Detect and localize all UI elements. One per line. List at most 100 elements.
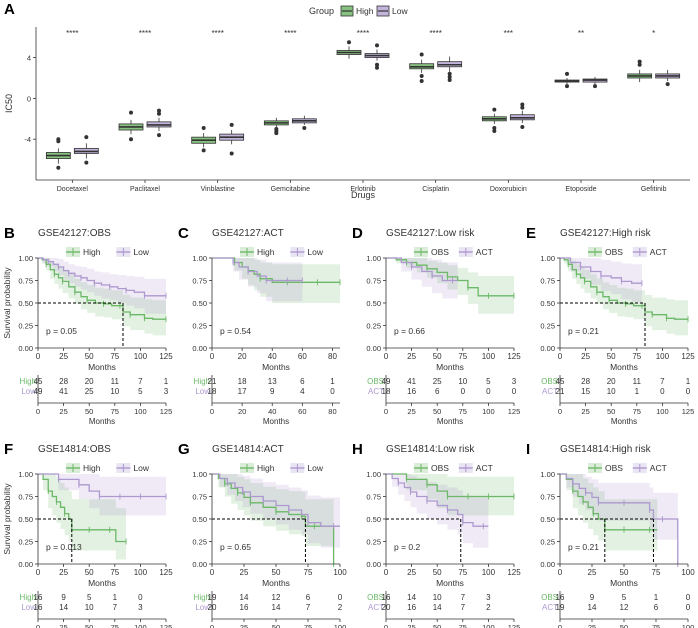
km-x-tick-label: 0 [36, 568, 41, 577]
risk-count: 28 [59, 377, 68, 386]
km-x-axis-title: Months [262, 362, 290, 372]
risk-count: 0 [138, 593, 143, 602]
km-x-tick-label: 25 [59, 352, 68, 361]
km-y-tick-label: 0.25 [366, 538, 381, 547]
risk-x-tick-label: 100 [482, 623, 495, 628]
risk-x-tick-label: 0 [210, 623, 214, 628]
risk-count: 17 [238, 387, 247, 396]
significance-marker: * [652, 29, 655, 38]
p-value: p = 0.21 [568, 542, 599, 552]
p-value: p = 0.2 [394, 542, 421, 552]
km-x-tick-label: 25 [407, 568, 416, 577]
box-outlier [665, 82, 670, 87]
km-x-tick-label: 100 [134, 352, 148, 361]
risk-count: 5 [622, 593, 627, 602]
km-x-axis-title: Months [88, 578, 116, 588]
box-outlier [419, 79, 424, 84]
km-y-tick-label: 0.25 [192, 538, 207, 547]
risk-count: 18 [238, 377, 247, 386]
legend-label: ACT [650, 247, 667, 257]
risk-count: 0 [338, 593, 343, 602]
risk-count: 18 [208, 387, 217, 396]
km-x-tick-label: 50 [85, 352, 94, 361]
risk-count: 16 [34, 593, 43, 602]
risk-row-label: Low [195, 603, 210, 612]
risk-x-tick-label: 0 [384, 407, 388, 416]
risk-count: 11 [633, 377, 642, 386]
km-y-tick-label: 0.50 [192, 299, 207, 308]
legend-label-low: Low [392, 6, 408, 16]
km-y-tick-label: 1.00 [192, 254, 207, 263]
risk-count: 16 [382, 593, 391, 602]
risk-x-tick-label: 75 [459, 623, 467, 628]
ci-band-high [38, 474, 127, 560]
risk-count: 25 [433, 377, 442, 386]
km-x-tick-label: 100 [482, 568, 496, 577]
risk-count: 18 [382, 387, 391, 396]
p-value: p = 0.54 [220, 326, 251, 336]
km-x-tick-label: 60 [298, 352, 307, 361]
km-x-tick-label: 125 [159, 352, 173, 361]
km-x-tick-label: 100 [681, 568, 695, 577]
risk-count: 5 [87, 593, 92, 602]
significance-marker: **** [284, 29, 296, 38]
ci-band-low [38, 258, 166, 314]
risk-x-tick-label: 100 [134, 407, 147, 416]
risk-x-tick-label: 0 [36, 407, 40, 416]
km-y-tick-label: 0.00 [540, 560, 555, 569]
km-x-tick-label: 100 [482, 352, 496, 361]
risk-x-tick-label: 125 [508, 623, 521, 628]
ci-band-obs [560, 258, 688, 336]
risk-row-label: ACT [368, 603, 384, 612]
km-x-tick-label: 50 [620, 568, 629, 577]
km-y-tick-label: 0.50 [18, 299, 33, 308]
a-y-tick-label: -4 [24, 135, 31, 144]
km-title: GSE42127:High risk [560, 228, 652, 239]
risk-count: 12 [272, 593, 281, 602]
risk-x-tick-label: 75 [652, 623, 660, 628]
km-x-tick-label: 50 [85, 568, 94, 577]
km-x-tick-label: 75 [110, 568, 119, 577]
risk-x-tick-label: 25 [407, 407, 415, 416]
risk-x-tick-label: 75 [633, 407, 641, 416]
km-x-tick-label: 100 [656, 352, 670, 361]
box-outlier [637, 62, 642, 67]
km-x-tick-label: 100 [134, 568, 148, 577]
km-y-tick-label: 0.25 [540, 322, 555, 331]
box-outlier [56, 139, 61, 144]
km-y-tick-label: 0.25 [18, 322, 33, 331]
km-x-tick-label: 80 [328, 352, 337, 361]
km-x-tick-label: 0 [36, 352, 41, 361]
risk-x-tick-label: 100 [656, 407, 669, 416]
risk-count: 3 [512, 377, 517, 386]
significance-marker: **** [429, 29, 441, 38]
panel-label-i: I [526, 441, 530, 458]
km-y-tick-label: 0.25 [540, 538, 555, 547]
box-outlier [201, 125, 206, 130]
a-y-tick-label: 0 [27, 94, 31, 103]
risk-x-tick-label: 125 [160, 623, 173, 628]
risk-count: 10 [607, 387, 616, 396]
risk-x-tick-label: 50 [607, 407, 615, 416]
box-outlier [157, 108, 161, 113]
risk-count: 7 [461, 593, 466, 602]
km-y-tick-label: 0.75 [366, 493, 381, 502]
risk-row-label: ACT [542, 603, 558, 612]
risk-x-tick-label: 25 [588, 623, 596, 628]
km-x-tick-label: 125 [507, 352, 521, 361]
a-y-axis-title: IC50 [4, 94, 14, 113]
box-outlier [593, 84, 597, 89]
risk-x-tick-label: 100 [134, 623, 147, 628]
risk-count: 16 [556, 593, 565, 602]
drug-label: Cisplatin [422, 186, 449, 193]
km-y-tick-label: 0.50 [366, 299, 381, 308]
risk-count: 0 [686, 593, 691, 602]
risk-count: 4 [300, 387, 305, 396]
risk-count: 16 [240, 603, 249, 612]
risk-count: 41 [407, 377, 416, 386]
risk-count: 28 [581, 377, 590, 386]
legend-label: OBS [605, 463, 623, 473]
risk-x-tick-label: 25 [59, 407, 67, 416]
risk-count: 19 [556, 603, 565, 612]
